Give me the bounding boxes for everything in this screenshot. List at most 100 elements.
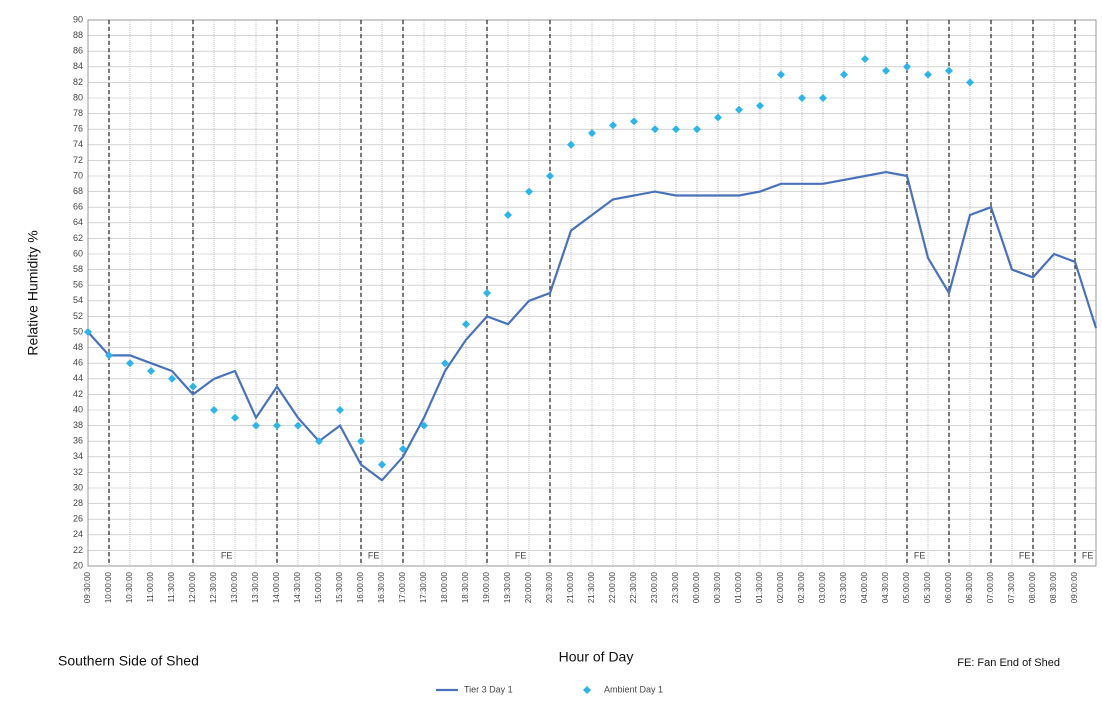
x-tick-label: 22:00:00	[608, 571, 617, 603]
y-tick-label: 24	[73, 529, 83, 539]
series-marker	[819, 94, 827, 102]
y-tick-label: 80	[73, 92, 83, 102]
series-marker	[357, 437, 365, 446]
y-tick-label: 34	[73, 451, 83, 461]
y-tick-label: 32	[73, 467, 83, 477]
series-marker	[210, 406, 218, 414]
x-tick-label: 06:30:00	[965, 571, 974, 603]
x-tick-label: 18:00:00	[440, 571, 449, 603]
x-tick-label: 17:00:00	[398, 571, 407, 603]
series-marker	[126, 359, 134, 368]
y-axis-label: Relative Humidity %	[25, 230, 41, 355]
y-tick-label: 58	[73, 264, 83, 274]
y-tick-label: 48	[73, 342, 83, 352]
series-marker	[693, 125, 701, 134]
x-tick-label: 05:00:00	[902, 571, 911, 603]
series-marker	[189, 382, 197, 391]
series-marker	[273, 421, 281, 430]
x-tick-label: 04:30:00	[881, 571, 890, 603]
series-marker	[609, 121, 617, 130]
series-marker	[735, 105, 743, 114]
y-tick-label: 82	[73, 77, 83, 87]
fe-annotation: FE	[1082, 550, 1094, 560]
y-tick-label: 22	[73, 545, 83, 555]
series-marker	[966, 78, 974, 87]
right-note: FE: Fan End of Shed	[957, 657, 1060, 669]
series-marker	[567, 140, 575, 149]
y-tick-label: 86	[73, 46, 83, 56]
series-marker	[882, 66, 890, 75]
y-tick-label: 54	[73, 295, 83, 305]
series-marker	[861, 55, 869, 63]
y-tick-label: 84	[73, 61, 83, 71]
x-tick-label: 12:00:00	[188, 571, 197, 603]
y-tick-label: 76	[73, 124, 83, 134]
series-marker	[483, 289, 491, 297]
y-tick-label: 66	[73, 202, 83, 212]
series-marker	[945, 66, 953, 75]
x-tick-label: 17:30:00	[419, 571, 428, 603]
x-tick-label: 21:30:00	[587, 571, 596, 603]
series-marker	[798, 94, 806, 102]
y-tick-label: 42	[73, 389, 83, 399]
x-tick-label: 03:30:00	[839, 571, 848, 603]
series-marker	[147, 367, 155, 375]
y-tick-label: 70	[73, 170, 83, 180]
x-tick-label: 16:30:00	[377, 571, 386, 603]
series-marker	[651, 125, 659, 134]
fe-annotation: FE	[368, 550, 380, 560]
y-tick-label: 74	[73, 139, 83, 149]
x-tick-label: 02:00:00	[776, 571, 785, 603]
x-tick-label: 02:30:00	[797, 571, 806, 603]
x-tick-label: 13:30:00	[251, 571, 260, 603]
x-tick-label: 19:30:00	[503, 571, 512, 603]
series-marker	[756, 101, 764, 110]
series-marker	[105, 351, 113, 360]
x-tick-label: 14:00:00	[272, 571, 281, 603]
y-tick-label: 52	[73, 311, 83, 321]
y-tick-label: 46	[73, 358, 83, 368]
x-tick-label: 11:00:00	[146, 571, 155, 602]
y-tick-label: 50	[73, 326, 83, 336]
series-marker	[84, 328, 92, 336]
x-tick-label: 09:00:00	[1070, 571, 1079, 603]
y-tick-label: 56	[73, 280, 83, 290]
fe-annotation: FE	[515, 550, 527, 560]
y-tick-label: 36	[73, 436, 83, 446]
series-marker	[252, 421, 260, 430]
fe-annotation: FE	[914, 550, 926, 560]
series-marker	[924, 70, 932, 79]
y-tick-label: 64	[73, 217, 83, 227]
x-tick-label: 12:30:00	[209, 571, 218, 603]
series-marker	[315, 437, 323, 446]
x-tick-label: 07:30:00	[1007, 571, 1016, 603]
y-tick-label: 40	[73, 404, 83, 414]
left-note: Southern Side of Shed	[58, 653, 199, 669]
y-tick-label: 72	[73, 155, 83, 165]
x-tick-label: 09:30:00	[83, 571, 92, 603]
series-marker	[840, 70, 848, 79]
series-marker	[462, 320, 470, 329]
x-tick-label: 01:30:00	[755, 571, 764, 603]
y-tick-label: 30	[73, 482, 83, 492]
series-marker	[714, 113, 722, 122]
series-marker	[525, 187, 533, 196]
series-line	[87, 170, 1098, 482]
x-tick-label: 21:00:00	[566, 571, 575, 603]
y-tick-label: 78	[73, 108, 83, 118]
series-marker	[336, 406, 344, 414]
series-marker	[168, 374, 176, 383]
x-tick-label: 19:00:00	[482, 571, 491, 603]
x-tick-label: 23:00:00	[650, 571, 659, 603]
series-marker	[441, 359, 449, 368]
x-tick-label: 23:30:00	[671, 571, 680, 603]
series-marker	[231, 413, 239, 422]
y-tick-label: 60	[73, 248, 83, 258]
plot-frame	[87, 19, 1097, 567]
x-tick-label: 08:00:00	[1028, 571, 1037, 603]
y-tick-label: 26	[73, 514, 83, 524]
x-tick-label: 10:30:00	[125, 571, 134, 603]
series-marker	[294, 421, 302, 430]
